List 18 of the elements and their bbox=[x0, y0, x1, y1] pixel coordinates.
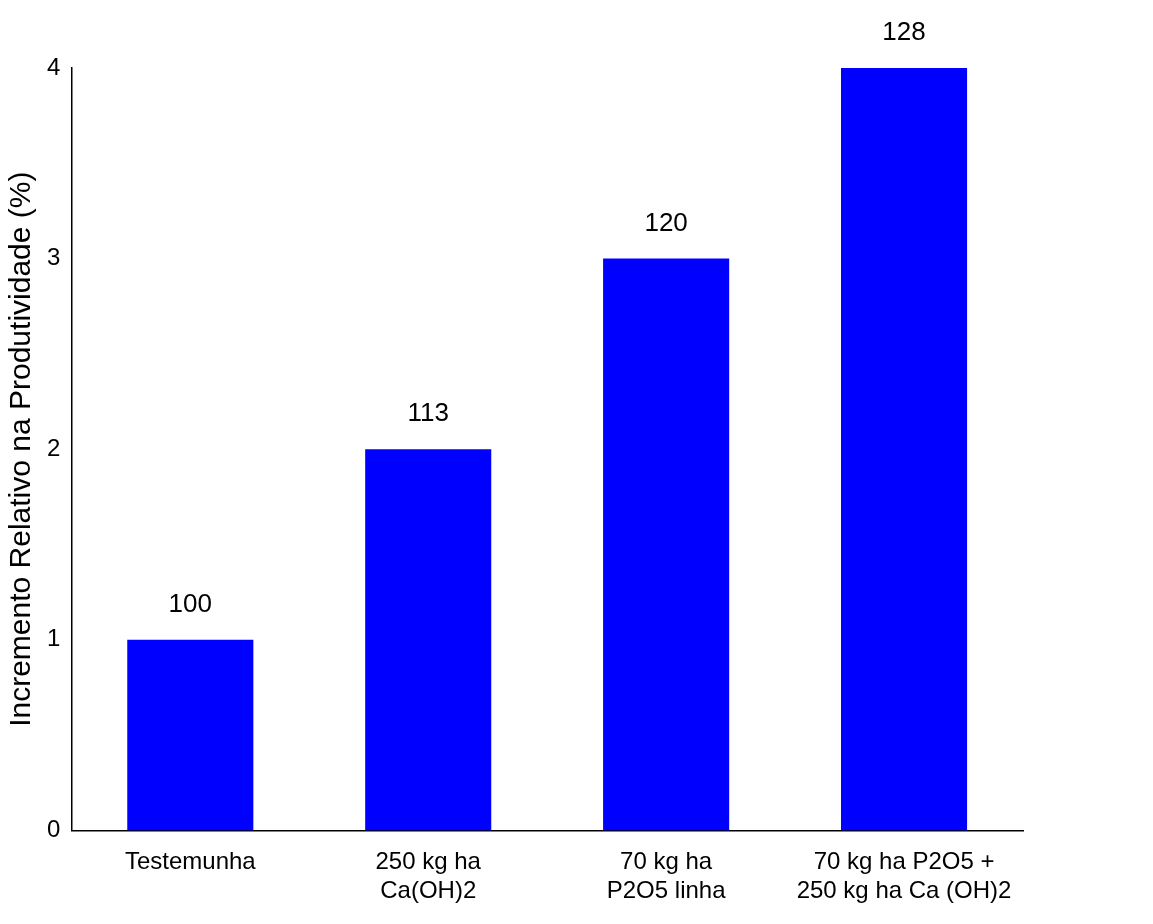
x-tick-label: 70 kg ha P2O5 linha bbox=[606, 847, 727, 904]
bar bbox=[841, 68, 968, 831]
bar bbox=[365, 449, 492, 831]
x-tick-label: Testemunha bbox=[124, 847, 257, 875]
y-tick-label: 3 bbox=[46, 243, 61, 271]
x-tick-label: 250 kg ha Ca(OH)2 bbox=[375, 847, 482, 904]
annotation: 113 bbox=[407, 397, 449, 428]
x-tick-label: 70 kg ha P2O5 + 250 kg ha Ca (OH)2 bbox=[796, 847, 1012, 904]
y-axis-title: Incremento Relativo na Produtividade (%) bbox=[3, 171, 37, 727]
bar bbox=[603, 258, 730, 831]
y-tick-label: 4 bbox=[46, 52, 61, 80]
annotation: 100 bbox=[168, 587, 212, 618]
bar bbox=[127, 639, 254, 831]
annotation: 128 bbox=[882, 16, 926, 47]
y-tick-label: 1 bbox=[46, 624, 61, 652]
annotation: 120 bbox=[644, 206, 688, 237]
y-tick-label: 2 bbox=[46, 433, 61, 461]
y-tick-label: 0 bbox=[46, 815, 61, 843]
